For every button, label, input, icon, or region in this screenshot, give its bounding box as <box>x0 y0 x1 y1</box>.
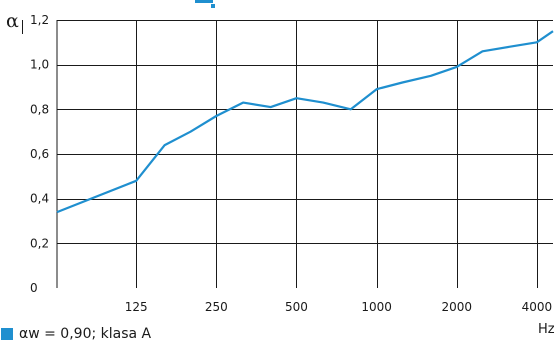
legend-label: αw = 0,90; klasa A <box>19 326 152 342</box>
y-tick-label: 1,2 <box>30 13 49 27</box>
y-tick-label: 0,4 <box>30 192 49 206</box>
top-accent-dot <box>211 4 215 8</box>
x-tick-labels: 125 250 500 1000 2000 4000 <box>125 300 552 314</box>
y-tick-label: 0 <box>30 281 38 295</box>
y-tick-label: 0,6 <box>30 147 49 161</box>
x-tick-label: 2000 <box>441 300 472 314</box>
legend-swatch <box>1 328 13 340</box>
x-tick-label: 1000 <box>361 300 392 314</box>
legend: αw = 0,90; klasa A <box>1 326 151 342</box>
y-tick-label: 1,0 <box>30 58 49 72</box>
y-axis-label: α <box>6 10 19 32</box>
y-tick-label: 0,8 <box>30 102 49 116</box>
x-tick-label: 500 <box>285 300 308 314</box>
series-layer <box>56 30 554 214</box>
top-accent-mark <box>195 0 213 3</box>
x-axis-label: Hz <box>538 322 555 337</box>
x-tick-label: 4000 <box>522 300 553 314</box>
x-tick-label: 125 <box>125 300 148 314</box>
x-tick-label: 250 <box>205 300 228 314</box>
y-tick-label: 0,2 <box>30 236 49 250</box>
grid <box>22 20 553 288</box>
series-line <box>56 30 554 214</box>
y-tick-labels: 0 0,2 0,4 0,6 0,8 1,0 1,2 <box>30 13 49 295</box>
